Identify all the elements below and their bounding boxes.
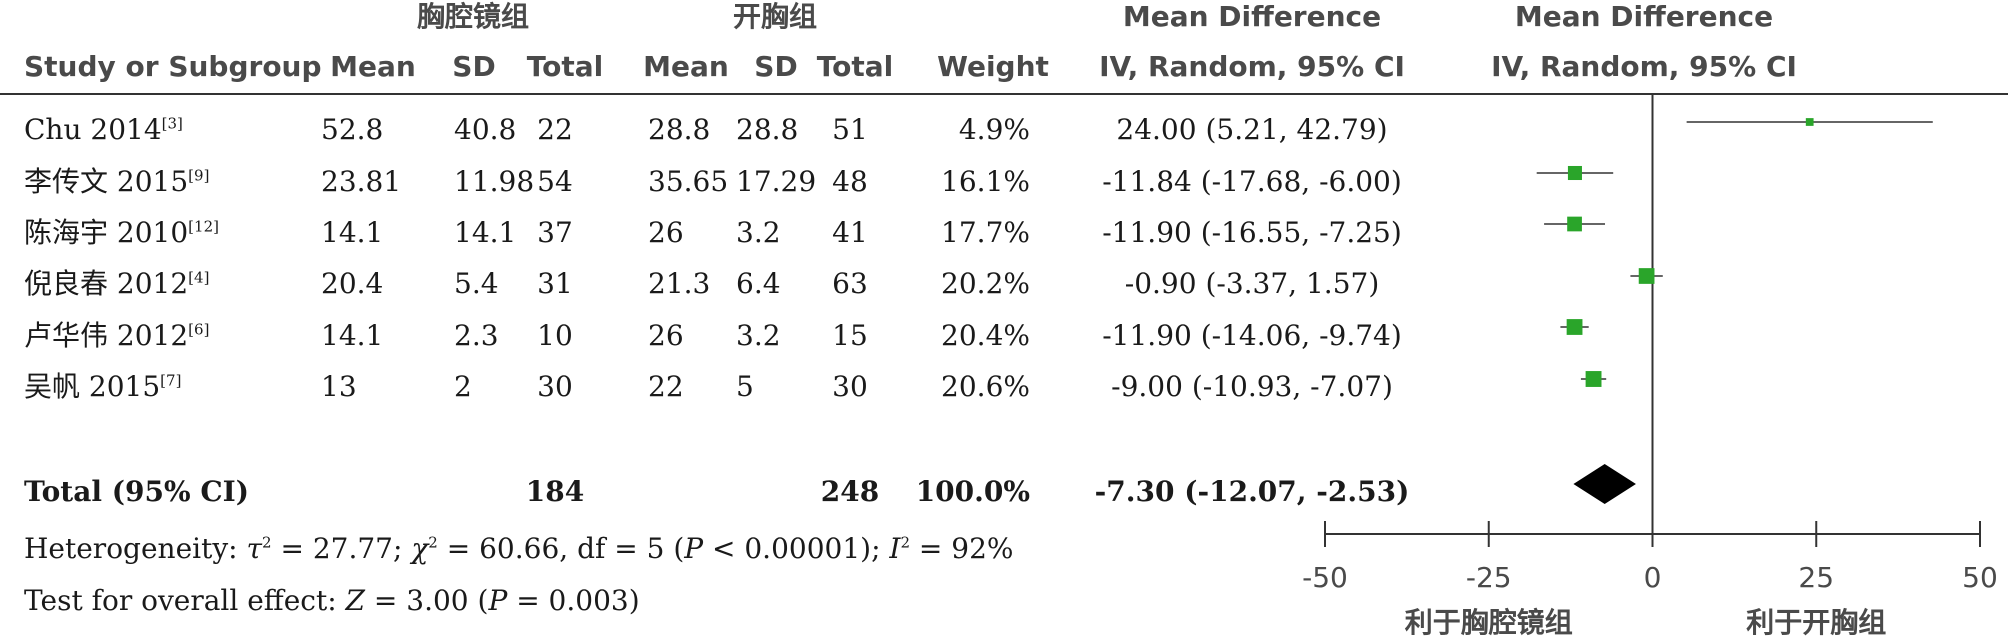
favours-right-label: 利于开胸组 bbox=[1746, 606, 1886, 637]
study-n2: 63 bbox=[832, 267, 868, 300]
overall-effect-test: Test for overall effect: Z = 3.00 (P = 0… bbox=[24, 584, 640, 617]
study-sd2: 3.2 bbox=[736, 319, 781, 352]
study-n1: 10 bbox=[537, 319, 573, 352]
pooled-diamond bbox=[1573, 464, 1636, 504]
col-study: Study or Subgroup bbox=[24, 50, 322, 83]
study-ci: -11.90 (-16.55, -7.25) bbox=[1102, 216, 1402, 249]
study-m2: 22 bbox=[648, 370, 684, 403]
study-m1: 20.4 bbox=[321, 267, 384, 300]
study-marker bbox=[1638, 268, 1655, 284]
total-ci: -7.30 (-12.07, -2.53) bbox=[1094, 475, 1410, 508]
x-tick-label: 50 bbox=[1962, 561, 1998, 594]
study-n2: 48 bbox=[832, 165, 868, 198]
study-sd2: 5 bbox=[736, 370, 754, 403]
study-marker bbox=[1585, 371, 1602, 387]
study-m2: 26 bbox=[648, 216, 684, 249]
study-ci: 24.00 (5.21, 42.79) bbox=[1116, 113, 1388, 146]
study-m1: 14.1 bbox=[321, 319, 384, 352]
study-n2: 51 bbox=[832, 113, 868, 146]
x-tick-label: -50 bbox=[1302, 561, 1348, 594]
col-weight: Weight bbox=[937, 50, 1049, 83]
study-ci: -9.00 (-10.93, -7.07) bbox=[1111, 370, 1393, 403]
col-total1: Total bbox=[526, 50, 604, 83]
md-right-header: Mean Difference bbox=[1514, 0, 1774, 33]
study-weight: 20.6% bbox=[941, 370, 1030, 403]
col-sd1: SD bbox=[452, 50, 496, 83]
study-weight: 16.1% bbox=[941, 165, 1030, 198]
study-weight: 17.7% bbox=[941, 216, 1030, 249]
study-m1: 52.8 bbox=[321, 113, 384, 146]
experimental-group-header: 胸腔镜组 bbox=[416, 0, 530, 33]
total-weight: 100.0% bbox=[915, 475, 1030, 508]
study-n1: 30 bbox=[537, 370, 573, 403]
heterogeneity-stats: Heterogeneity: τ2 = 27.77; χ2 = 60.66, d… bbox=[24, 532, 1014, 565]
col-mean1: Mean bbox=[330, 50, 416, 83]
study-name: 倪良春 2012[4] bbox=[24, 267, 210, 300]
col-sd2: SD bbox=[754, 50, 798, 83]
col-ci-left: IV, Random, 95% CI bbox=[1099, 50, 1405, 83]
col-total2: Total bbox=[816, 50, 894, 83]
study-marker bbox=[1805, 118, 1814, 126]
study-sd2: 28.8 bbox=[736, 113, 799, 146]
col-mean2: Mean bbox=[643, 50, 729, 83]
study-ci: -11.84 (-17.68, -6.00) bbox=[1102, 165, 1402, 198]
study-m1: 23.81 bbox=[321, 165, 402, 198]
study-marker bbox=[1567, 216, 1582, 232]
study-sd1: 11.98 bbox=[454, 165, 535, 198]
study-weight: 20.4% bbox=[941, 319, 1030, 352]
study-n2: 41 bbox=[832, 216, 868, 249]
study-sd1: 5.4 bbox=[454, 267, 499, 300]
study-n1: 22 bbox=[537, 113, 573, 146]
study-n2: 30 bbox=[832, 370, 868, 403]
study-n1: 54 bbox=[537, 165, 573, 198]
study-sd2: 6.4 bbox=[736, 267, 781, 300]
favours-left-label: 利于胸腔镜组 bbox=[1405, 606, 1573, 637]
study-name: 李传文 2015[9] bbox=[24, 165, 210, 198]
study-sd2: 3.2 bbox=[736, 216, 781, 249]
study-name: 吴帆 2015[7] bbox=[24, 370, 182, 403]
study-n2: 15 bbox=[832, 319, 868, 352]
study-name: 卢华伟 2012[6] bbox=[24, 319, 210, 352]
study-m2: 35.65 bbox=[648, 165, 729, 198]
control-group-header: 开胸组 bbox=[732, 0, 818, 33]
x-tick-label: -25 bbox=[1466, 561, 1512, 594]
study-m2: 21.3 bbox=[648, 267, 711, 300]
study-name: 陈海宇 2010[12] bbox=[24, 216, 219, 249]
total-label: Total (95% CI) bbox=[24, 475, 249, 508]
study-m2: 26 bbox=[648, 319, 684, 352]
study-marker bbox=[1567, 165, 1582, 181]
study-sd1: 14.1 bbox=[454, 216, 517, 249]
total-n1: 184 bbox=[525, 475, 585, 508]
study-m1: 14.1 bbox=[321, 216, 384, 249]
study-weight: 20.2% bbox=[941, 267, 1030, 300]
study-ci: -11.90 (-14.06, -9.74) bbox=[1102, 319, 1402, 352]
study-name: Chu 2014[3] bbox=[24, 113, 183, 146]
md-left-header: Mean Difference bbox=[1122, 0, 1382, 33]
study-sd1: 40.8 bbox=[454, 113, 517, 146]
header-divider bbox=[0, 93, 2008, 95]
study-ci: -0.90 (-3.37, 1.57) bbox=[1124, 267, 1380, 300]
study-n1: 31 bbox=[537, 267, 573, 300]
total-n2: 248 bbox=[820, 475, 880, 508]
study-sd1: 2 bbox=[454, 370, 472, 403]
study-sd2: 17.29 bbox=[736, 165, 817, 198]
study-n1: 37 bbox=[537, 216, 573, 249]
study-m1: 13 bbox=[321, 370, 357, 403]
x-tick-label: 25 bbox=[1798, 561, 1834, 594]
study-marker bbox=[1566, 319, 1583, 335]
study-sd1: 2.3 bbox=[454, 319, 499, 352]
col-ci-right: IV, Random, 95% CI bbox=[1491, 50, 1797, 83]
study-weight: 4.9% bbox=[958, 113, 1030, 146]
study-m2: 28.8 bbox=[648, 113, 711, 146]
x-tick-label: 0 bbox=[1644, 561, 1662, 594]
